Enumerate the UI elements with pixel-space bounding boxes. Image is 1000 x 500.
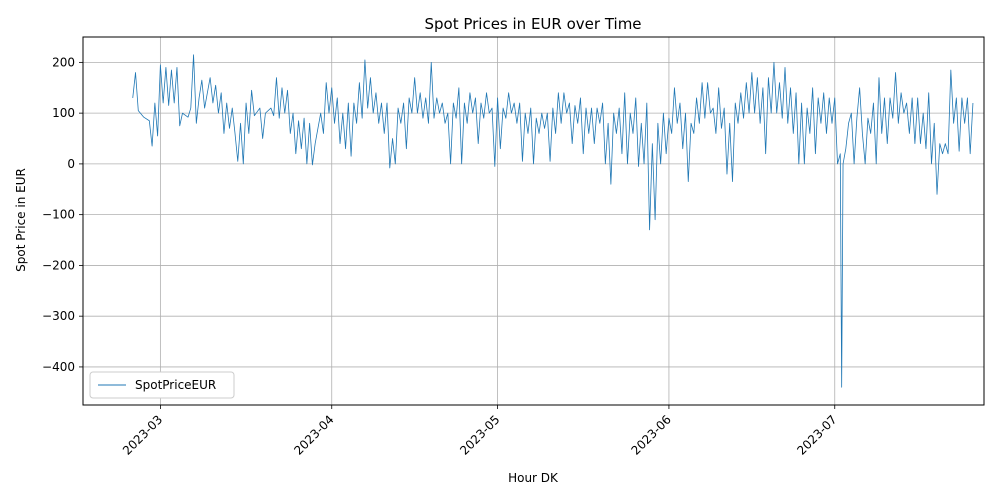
y-tick-label: −400: [42, 360, 75, 374]
series-layer: [132, 54, 974, 388]
y-tick-label: 100: [52, 106, 75, 120]
y-tick-label: −100: [42, 208, 75, 222]
legend-box: [89, 371, 235, 399]
legend: SpotPriceEUR: [89, 371, 235, 399]
y-tick-label: 0: [67, 157, 75, 171]
y-axis-label: Spot Price in EUR: [14, 168, 28, 272]
y-tick-label: −200: [42, 258, 75, 272]
y-axis-ticks: 200 100 0 −100 −200 −300 −400: [42, 55, 83, 374]
plot-frame: [82, 36, 985, 406]
y-tick-label: 200: [52, 55, 75, 69]
legend-label-spotpriceeur: SpotPriceEUR: [135, 378, 216, 392]
chart-title: Spot Prices in EUR over Time: [424, 15, 641, 33]
y-tick-label: −300: [42, 309, 75, 323]
series-line-spotpriceeur: [132, 54, 974, 388]
x-axis-label: Hour DK: [508, 471, 559, 485]
